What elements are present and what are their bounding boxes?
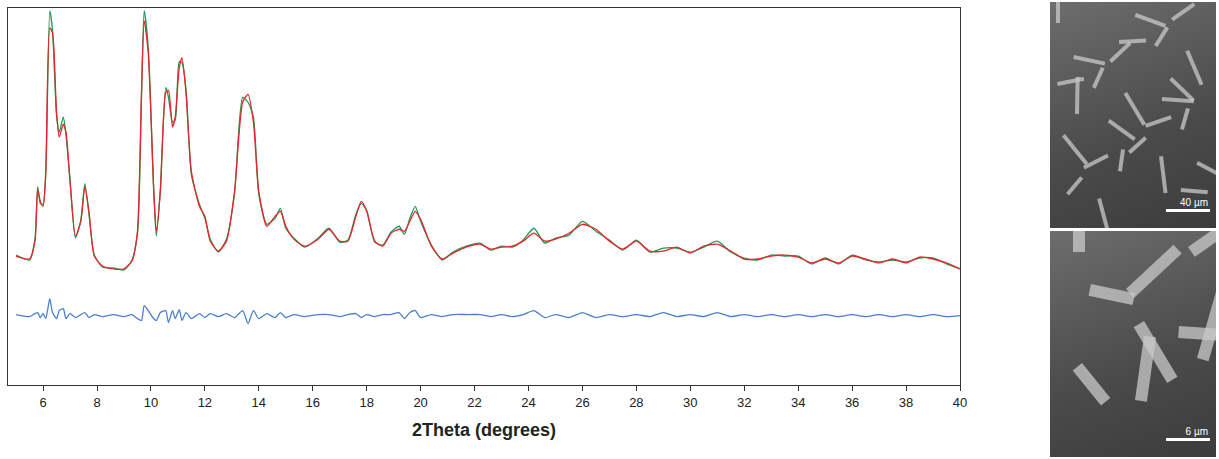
svg-text:10: 10 <box>144 395 158 410</box>
svg-text:26: 26 <box>575 395 589 410</box>
svg-text:8: 8 <box>93 395 100 410</box>
svg-text:38: 38 <box>899 395 913 410</box>
svg-text:12: 12 <box>198 395 212 410</box>
svg-text:36: 36 <box>845 395 859 410</box>
svg-text:22: 22 <box>467 395 481 410</box>
svg-text:14: 14 <box>252 395 266 410</box>
html-text:40 µm: 40 µm <box>1180 197 1208 208</box>
svg-text:34: 34 <box>791 395 805 410</box>
svg-text:2Theta (degrees): 2Theta (degrees) <box>412 420 556 440</box>
html-text:6 µm: 6 µm <box>1185 426 1208 437</box>
svg-text:18: 18 <box>359 395 373 410</box>
svg-text:6: 6 <box>39 395 46 410</box>
svg-text:40: 40 <box>953 395 967 410</box>
svg-text:30: 30 <box>683 395 697 410</box>
svg-text:24: 24 <box>521 395 535 410</box>
svg-text:32: 32 <box>737 395 751 410</box>
svg-text:20: 20 <box>413 395 427 410</box>
svg-text:28: 28 <box>629 395 643 410</box>
svg-text:16: 16 <box>306 395 320 410</box>
